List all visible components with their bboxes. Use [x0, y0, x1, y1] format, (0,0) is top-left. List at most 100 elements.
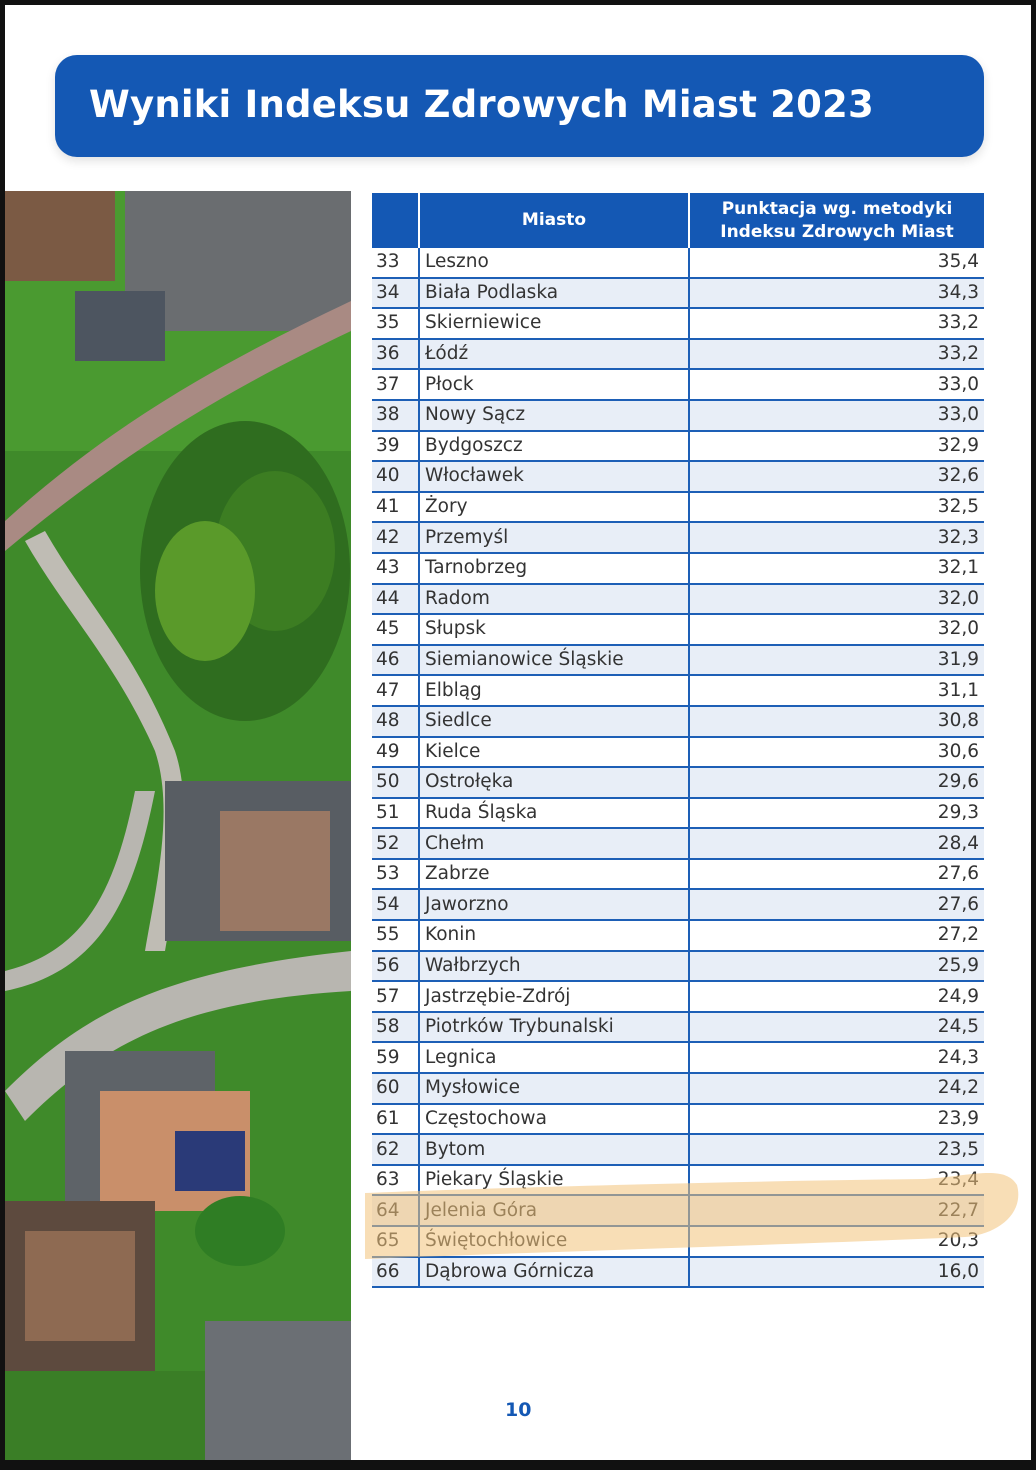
city-cell: Świętochłowice	[418, 1226, 690, 1258]
score-cell: 32,0	[689, 583, 984, 616]
city-cell: Żory	[418, 491, 690, 524]
page-number: 10	[505, 1399, 532, 1421]
table-row: 58 Piotrków Trybunalski 24,5	[372, 1011, 984, 1044]
city-cell: Ostrołęka	[418, 767, 690, 799]
score-cell: 25,9	[689, 950, 984, 983]
city-cell: Ruda Śląska	[418, 797, 690, 830]
score-cell: 32,3	[689, 522, 984, 554]
city-cell: Jelenia Góra	[418, 1195, 690, 1227]
rank-column-header	[372, 193, 420, 248]
rank-cell: 54	[372, 889, 419, 922]
city-cell: Łódź	[418, 338, 690, 371]
score-cell: 32,1	[689, 552, 984, 585]
table-row: 37 Płock 33,0	[372, 369, 984, 401]
city-cell: Radom	[418, 583, 690, 616]
city-cell: Płock	[418, 369, 690, 401]
score-cell: 32,5	[689, 491, 984, 524]
city-cell: Jaworzno	[418, 889, 690, 922]
rank-cell: 56	[372, 950, 419, 983]
title-banner: Wyniki Indeksu Zdrowych Miast 2023	[55, 55, 984, 157]
city-cell: Konin	[418, 920, 690, 952]
rank-cell: 40	[372, 461, 419, 493]
city-cell: Nowy Sącz	[418, 399, 690, 432]
rank-cell: 45	[372, 614, 419, 646]
city-cell: Chełm	[418, 828, 690, 860]
rank-cell: 65	[372, 1226, 419, 1258]
rank-cell: 62	[372, 1134, 419, 1166]
table-row: 33 Leszno 35,4	[372, 248, 984, 279]
rank-cell: 46	[372, 644, 419, 677]
city-cell: Skierniewice	[418, 308, 690, 340]
city-cell: Piotrków Trybunalski	[418, 1011, 690, 1044]
score-cell: 28,4	[689, 828, 984, 860]
table-row: 60 Mysłowice 24,2	[372, 1073, 984, 1105]
city-cell: Elbląg	[418, 675, 690, 707]
score-cell: 24,3	[689, 1042, 984, 1075]
ranking-table-container: Miasto Punktacja wg. metodyki Indeksu Zd…	[372, 193, 984, 1289]
city-cell: Przemyśl	[418, 522, 690, 554]
city-cell: Bydgoszcz	[418, 430, 690, 463]
rank-cell: 51	[372, 797, 419, 830]
table-row: 41 Żory 32,5	[372, 491, 984, 524]
page-title: Wyniki Indeksu Zdrowych Miast 2023	[89, 83, 874, 126]
table-row: 62 Bytom 23,5	[372, 1134, 984, 1166]
table-row: 47 Elbląg 31,1	[372, 675, 984, 707]
score-cell: 27,2	[689, 920, 984, 952]
score-cell: 16,0	[689, 1256, 984, 1289]
score-cell: 30,8	[689, 705, 984, 738]
city-cell: Siedlce	[418, 705, 690, 738]
rank-cell: 64	[372, 1195, 419, 1227]
city-cell: Bytom	[418, 1134, 690, 1166]
table-row: 50 Ostrołęka 29,6	[372, 767, 984, 799]
table-row: 52 Chełm 28,4	[372, 828, 984, 860]
city-cell: Leszno	[418, 248, 690, 279]
table-row: 43 Tarnobrzeg 32,1	[372, 552, 984, 585]
rank-cell: 44	[372, 583, 419, 616]
table-row: 44 Radom 32,0	[372, 583, 984, 616]
table-row: 57 Jastrzębie-Zdrój 24,9	[372, 981, 984, 1013]
table-row: 36 Łódź 33,2	[372, 338, 984, 371]
score-header-line1: Punktacja wg. metodyki	[721, 198, 953, 219]
table-header-row: Miasto Punktacja wg. metodyki Indeksu Zd…	[372, 193, 984, 248]
table-row: 59 Legnica 24,3	[372, 1042, 984, 1075]
score-cell: 33,0	[689, 399, 984, 432]
score-cell: 29,3	[689, 797, 984, 830]
score-cell: 33,0	[689, 369, 984, 401]
aerial-suburb-photo	[5, 191, 351, 1460]
score-cell: 31,1	[689, 675, 984, 707]
rank-cell: 57	[372, 981, 419, 1013]
table-row: 51 Ruda Śląska 29,3	[372, 797, 984, 830]
rank-cell: 61	[372, 1103, 419, 1136]
city-cell: Legnica	[418, 1042, 690, 1075]
table-row: 66 Dąbrowa Górnicza 16,0	[372, 1256, 984, 1289]
table-row: 55 Konin 27,2	[372, 920, 984, 952]
score-cell: 23,4	[689, 1164, 984, 1197]
ranking-table: Miasto Punktacja wg. metodyki Indeksu Zd…	[372, 193, 984, 1289]
table-row: 45 Słupsk 32,0	[372, 614, 984, 646]
table-row: 34 Biała Podlaska 34,3	[372, 277, 984, 310]
rank-cell: 58	[372, 1011, 419, 1044]
table-row: 39 Bydgoszcz 32,9	[372, 430, 984, 463]
rank-cell: 55	[372, 920, 419, 952]
rank-cell: 47	[372, 675, 419, 707]
score-cell: 27,6	[689, 858, 984, 891]
score-cell: 23,5	[689, 1134, 984, 1166]
rank-cell: 43	[372, 552, 419, 585]
city-cell: Włocławek	[418, 461, 690, 493]
score-cell: 31,9	[689, 644, 984, 677]
rank-cell: 49	[372, 736, 419, 769]
table-row: 40 Włocławek 32,6	[372, 461, 984, 493]
table-row: 53 Zabrze 27,6	[372, 858, 984, 891]
document-page: Wyniki Indeksu Zdrowych Miast 2023	[5, 5, 1031, 1460]
rank-cell: 39	[372, 430, 419, 463]
table-row: 38 Nowy Sącz 33,0	[372, 399, 984, 432]
score-cell: 29,6	[689, 767, 984, 799]
city-cell: Kielce	[418, 736, 690, 769]
score-cell: 22,7	[689, 1195, 984, 1227]
score-cell: 23,9	[689, 1103, 984, 1136]
city-cell: Dąbrowa Górnicza	[418, 1256, 690, 1289]
score-cell: 20,3	[689, 1226, 984, 1258]
score-header-line2: Indeksu Zdrowych Miast	[720, 221, 954, 242]
rank-cell: 38	[372, 399, 419, 432]
rank-cell: 34	[372, 277, 419, 310]
